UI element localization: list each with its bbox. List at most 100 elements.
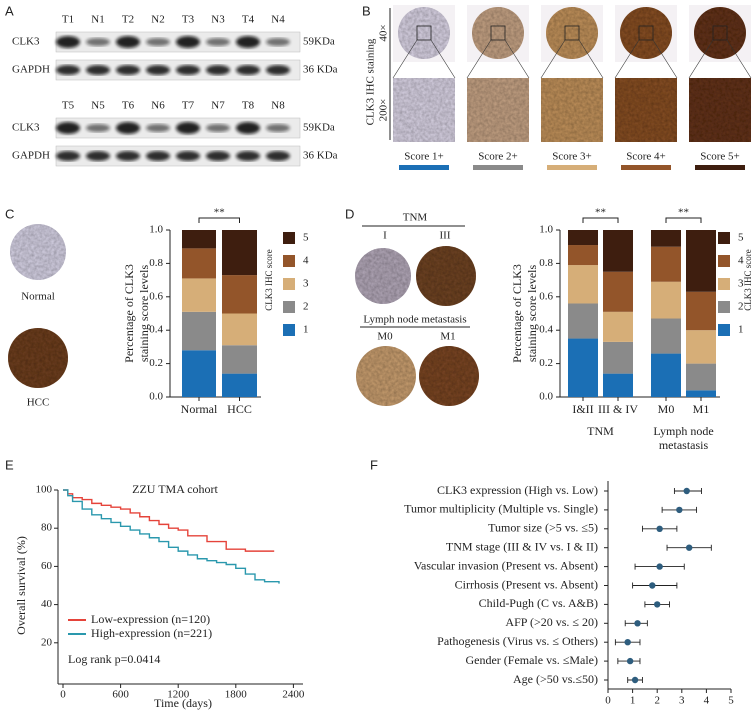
image-label: TNM: [403, 212, 428, 224]
bar-segment: [603, 311, 633, 342]
legend-swatch: [718, 232, 730, 244]
blot-band: [206, 65, 230, 75]
zoom-line: [504, 39, 530, 79]
lane-label: N5: [91, 100, 105, 112]
image-label: HCC: [27, 397, 50, 409]
legend-label: 4: [303, 255, 309, 267]
image-label: M0: [377, 331, 393, 343]
legend-title: CLK3 IHC score: [264, 249, 274, 311]
bar-segment: [222, 373, 257, 397]
bar-segment: [182, 311, 216, 351]
zoom-line: [430, 39, 456, 79]
legend-label: 3: [303, 278, 309, 290]
zoom-line: [614, 39, 640, 79]
y-tick-label: 0.4: [149, 324, 163, 336]
row-label: Tumor multiplicity (Multiple vs. Single): [404, 502, 598, 516]
score-label: Score 5+: [700, 151, 740, 163]
lane-label: N1: [91, 14, 104, 26]
row-label: CLK3 expression (High vs. Low): [437, 483, 598, 497]
bar-segment: [222, 345, 257, 374]
lane-label: N8: [271, 100, 285, 112]
x-tick-label: Normal: [181, 402, 218, 416]
zoom-box: [490, 25, 506, 41]
bar-segment: [182, 278, 216, 312]
hazard-point: [626, 657, 634, 665]
legend-label: 5: [738, 232, 744, 244]
lane-label: N4: [271, 14, 285, 26]
y-tick-label: 1.0: [149, 224, 163, 236]
bar-segment: [686, 291, 716, 331]
lane-label: N7: [211, 100, 225, 112]
ihc-core: [620, 7, 672, 59]
x-tick-label: 3: [679, 695, 685, 707]
legend-label: 2: [738, 301, 744, 313]
y-axis-label: Percentage of CLK3: [122, 264, 136, 363]
y-tick-label: 0.6: [149, 290, 163, 302]
blot-band: [176, 151, 200, 161]
blot-band: [206, 38, 230, 46]
tissue-core: [419, 346, 479, 406]
significance-bracket: [665, 217, 702, 223]
zoom-line: [578, 39, 604, 79]
zoom-line: [466, 39, 492, 79]
blot-band: [56, 122, 80, 134]
legend-swatch: [718, 301, 730, 313]
zoom-box: [416, 25, 432, 41]
bar-segment: [651, 281, 681, 319]
protein-label: GAPDH: [12, 64, 50, 76]
blot-band: [176, 122, 200, 134]
blot-band: [146, 65, 170, 75]
x-tick-label: I&II: [572, 402, 593, 416]
hazard-point: [654, 601, 661, 608]
magnification: 200×: [378, 99, 390, 122]
y-axis-label: Overall survival (%): [14, 536, 28, 635]
panel-label: A: [5, 3, 14, 18]
tissue-core: [8, 328, 68, 388]
blot-band: [56, 65, 80, 75]
legend-swatch: [718, 278, 730, 290]
bar-segment: [568, 230, 598, 246]
blot-band: [56, 36, 80, 48]
y-tick-label: 0.6: [539, 290, 553, 302]
size-label: 59KDa: [303, 36, 335, 48]
legend-label: 1: [738, 324, 744, 336]
hazard-point: [634, 620, 641, 627]
blot-band: [236, 36, 260, 48]
hazard-point: [631, 676, 639, 684]
hazard-point: [656, 563, 663, 570]
bar-segment: [603, 230, 633, 272]
ihc-core: [694, 7, 746, 59]
blot-band: [236, 65, 260, 75]
survival-curve: [63, 489, 275, 552]
y-tick-label: 0.4: [539, 324, 553, 336]
row-label: AFP (>20 vs. ≤ 20): [505, 615, 598, 629]
ihc-zoom: [689, 78, 751, 142]
tissue-core: [10, 224, 66, 280]
blot-band: [146, 124, 170, 132]
legend-swatch: [283, 324, 295, 336]
bar-segment: [222, 230, 257, 276]
magnification: 40×: [378, 24, 390, 41]
significance: **: [214, 207, 225, 219]
x-tick-label: 4: [704, 695, 710, 707]
blot-band: [86, 65, 110, 75]
score-label: Score 3+: [552, 151, 592, 163]
row-label: Vascular invasion (Present vs. Absent): [414, 558, 598, 572]
tissue-core: [355, 248, 411, 304]
y-tick-label: 0.0: [539, 391, 553, 403]
row-label: TNM stage (III & IV vs. I & II): [446, 539, 598, 553]
score-label: Score 4+: [626, 151, 666, 163]
x-tick-label: 0: [60, 689, 66, 701]
group-label: TNM: [587, 424, 614, 438]
ihc-zoom: [615, 78, 677, 142]
blot-band: [146, 38, 170, 46]
blot-band: [56, 151, 80, 161]
bar-segment: [686, 363, 716, 391]
row-label: Gender (Female vs. ≤Male): [465, 653, 598, 667]
lane-label: T3: [182, 14, 195, 26]
group-label: Lymph node: [653, 424, 713, 438]
ihc-zoom: [541, 78, 603, 142]
y-tick-label: 100: [36, 484, 53, 496]
image-label: III: [440, 230, 451, 242]
